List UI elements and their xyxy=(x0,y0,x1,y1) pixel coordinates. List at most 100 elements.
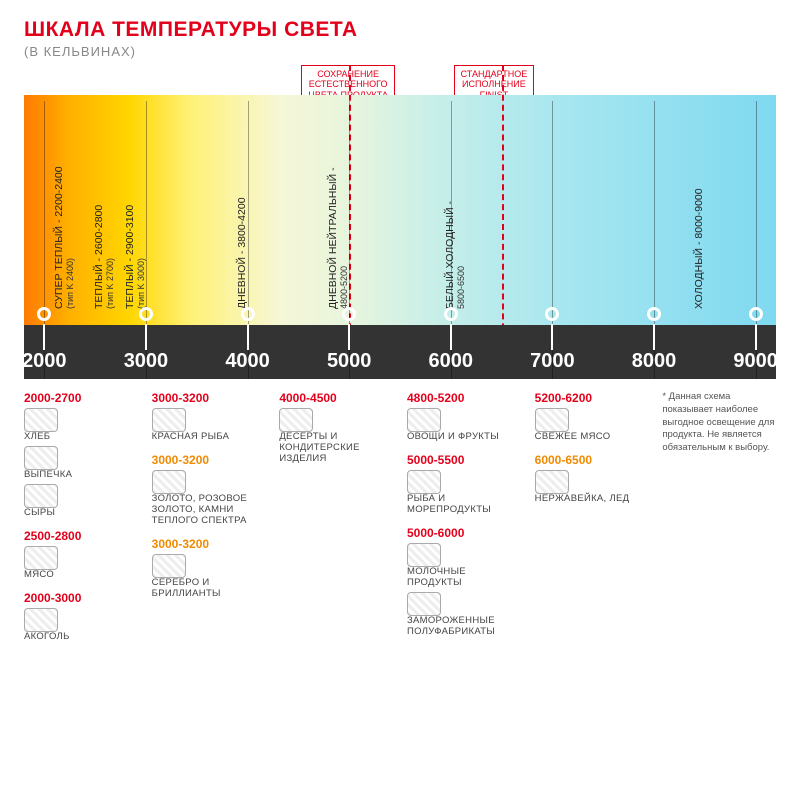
temp-range: 4800-5200 xyxy=(407,391,521,405)
products-column: 4800-5200 ОВОЩИ И ФРУКТЫ 5000-5500 РЫБА И М… xyxy=(407,391,521,643)
product-label: ЗОЛОТО, РОЗОВОЕ ЗОЛОТО, КАМНИ ТЕПЛОГО СП… xyxy=(152,494,266,527)
product-label: АКОГОЛЬ xyxy=(24,632,138,643)
page-title: ШКАЛА ТЕМПЕРАТУРЫ СВЕТА xyxy=(24,18,776,42)
product-label: МЯСО xyxy=(24,570,138,581)
product-icon xyxy=(535,470,569,494)
product-icon xyxy=(279,408,313,432)
product-item: ВЫПЕЧКА xyxy=(24,446,138,481)
product-group: 5200-6200 СВЕЖЕЕ МЯСО xyxy=(535,391,649,443)
products-column: 2000-2700 ХЛЕБ ВЫПЕЧКА СЫРЫ 2500-2800 МЯСО 200… xyxy=(24,391,138,643)
products-column: 4000-4500 ДЕСЕРТЫ И КОНДИТЕРСКИЕ ИЗДЕЛИЯ xyxy=(279,391,393,643)
tick-marker-icon xyxy=(545,307,559,321)
product-label: СЕРЕБРО И БРИЛЛИАНТЫ xyxy=(152,578,266,600)
product-item: ДЕСЕРТЫ И КОНДИТЕРСКИЕ ИЗДЕЛИЯ xyxy=(279,408,393,465)
product-item: СВЕЖЕЕ МЯСО xyxy=(535,408,649,443)
product-label: СЫРЫ xyxy=(24,508,138,519)
temp-range: 2500-2800 xyxy=(24,529,138,543)
page-subtitle: (В КЕЛЬВИНАХ) xyxy=(24,44,776,59)
tick-marker-icon xyxy=(647,307,661,321)
product-label: НЕРЖАВЕЙКА, ЛЕД xyxy=(535,494,649,505)
tick-label: 4000 xyxy=(225,350,270,373)
spectrum-label: ТЕПЛЫЙ - 2900-3100(тип K 3000) xyxy=(124,205,146,309)
temp-range: 5200-6200 xyxy=(535,391,649,405)
temp-range: 2000-2700 xyxy=(24,391,138,405)
product-group: 6000-6500 НЕРЖАВЕЙКА, ЛЕД xyxy=(535,453,649,505)
spectrum-label: ДНЕВНОЙ НЕЙТРАЛЬНЫЙ -4800-5200 xyxy=(327,167,349,309)
tick-label: 6000 xyxy=(429,350,474,373)
tick-label: 8000 xyxy=(632,350,677,373)
temp-range: 2000-3000 xyxy=(24,591,138,605)
product-group: 5000-5500 РЫБА И МОРЕПРОДУКТЫ xyxy=(407,453,521,516)
products-grid: 2000-2700 ХЛЕБ ВЫПЕЧКА СЫРЫ 2500-2800 МЯСО 200… xyxy=(24,391,776,643)
product-label: КРАСНАЯ РЫБА xyxy=(152,432,266,443)
product-icon xyxy=(407,470,441,494)
product-item: СЫРЫ xyxy=(24,484,138,519)
product-item: НЕРЖАВЕЙКА, ЛЕД xyxy=(535,470,649,505)
product-label: ХЛЕБ xyxy=(24,432,138,443)
product-icon xyxy=(535,408,569,432)
spectrum-label: ТЕПЛЫЙ - 2600-2800(тип K 2700) xyxy=(93,205,115,309)
products-column: * Данная схема показывает наиболее выгод… xyxy=(662,391,776,643)
product-icon xyxy=(24,546,58,570)
footnote-text: * Данная схема показывает наиболее выгод… xyxy=(662,391,776,455)
tick-label: 9000 xyxy=(733,350,778,373)
product-group: 2500-2800 МЯСО xyxy=(24,529,138,581)
tick-marker-icon xyxy=(241,307,255,321)
product-icon xyxy=(24,608,58,632)
product-group: 3000-3200 КРАСНАЯ РЫБА xyxy=(152,391,266,443)
product-group: 3000-3200 СЕРЕБРО И БРИЛЛИАНТЫ xyxy=(152,537,266,600)
products-column: 3000-3200 КРАСНАЯ РЫБА 3000-3200 ЗОЛОТО, РО… xyxy=(152,391,266,643)
spectrum-label: БЕЛЫЙ ХОЛОДНЫЙ -5800-6500 xyxy=(444,201,466,309)
product-item: КРАСНАЯ РЫБА xyxy=(152,408,266,443)
product-group: 3000-3200 ЗОЛОТО, РОЗОВОЕ ЗОЛОТО, КАМНИ Т… xyxy=(152,453,266,527)
product-label: ОВОЩИ И ФРУКТЫ xyxy=(407,432,521,443)
temp-range: 5000-5500 xyxy=(407,453,521,467)
product-group: 5000-6000 МОЛОЧНЫЕ ПРОДУКТЫ ЗАМОРОЖЕННЫЕ П… xyxy=(407,526,521,638)
product-icon xyxy=(152,554,186,578)
product-item: ОВОЩИ И ФРУКТЫ xyxy=(407,408,521,443)
product-group: 4000-4500 ДЕСЕРТЫ И КОНДИТЕРСКИЕ ИЗДЕЛИЯ xyxy=(279,391,393,465)
product-icon xyxy=(407,592,441,616)
tick-marker-icon xyxy=(444,307,458,321)
product-label: ЗАМОРОЖЕННЫЕ ПОЛУФАБРИКАТЫ xyxy=(407,616,521,638)
temp-range: 6000-6500 xyxy=(535,453,649,467)
product-item: МЯСО xyxy=(24,546,138,581)
product-item: ЗАМОРОЖЕННЫЕ ПОЛУФАБРИКАТЫ xyxy=(407,592,521,638)
tick-marker-icon xyxy=(139,307,153,321)
spectrum-label: ХОЛОДНЫЙ - 8000-9000 xyxy=(693,188,705,309)
product-item: АКОГОЛЬ xyxy=(24,608,138,643)
tick-label: 5000 xyxy=(327,350,372,373)
product-icon xyxy=(24,484,58,508)
tick-marker-icon xyxy=(342,307,356,321)
product-label: ВЫПЕЧКА xyxy=(24,470,138,481)
product-group: 2000-3000 АКОГОЛЬ xyxy=(24,591,138,643)
product-item: МОЛОЧНЫЕ ПРОДУКТЫ xyxy=(407,543,521,589)
tick-label: 2000 xyxy=(22,350,67,373)
product-label: ДЕСЕРТЫ И КОНДИТЕРСКИЕ ИЗДЕЛИЯ xyxy=(279,432,393,465)
product-icon xyxy=(24,446,58,470)
product-label: МОЛОЧНЫЕ ПРОДУКТЫ xyxy=(407,567,521,589)
product-icon xyxy=(24,408,58,432)
product-item: ЗОЛОТО, РОЗОВОЕ ЗОЛОТО, КАМНИ ТЕПЛОГО СП… xyxy=(152,470,266,527)
kelvin-axis: 20003000400050006000700080009000 xyxy=(24,325,776,379)
temp-range: 3000-3200 xyxy=(152,537,266,551)
product-icon xyxy=(407,408,441,432)
temp-range: 5000-6000 xyxy=(407,526,521,540)
temp-range: 3000-3200 xyxy=(152,391,266,405)
color-spectrum: СУПЕР ТЕПЛЫЙ - 2200-2400(тип K 2400)ТЕПЛ… xyxy=(24,95,776,325)
spectrum-label: ДНЕВНОЙ - 3800-4200 xyxy=(236,197,248,309)
product-group: 4800-5200 ОВОЩИ И ФРУКТЫ xyxy=(407,391,521,443)
temp-range: 3000-3200 xyxy=(152,453,266,467)
product-icon xyxy=(152,408,186,432)
product-item: СЕРЕБРО И БРИЛЛИАНТЫ xyxy=(152,554,266,600)
temp-range: 4000-4500 xyxy=(279,391,393,405)
tick-marker-icon xyxy=(37,307,51,321)
product-icon xyxy=(152,470,186,494)
product-label: СВЕЖЕЕ МЯСО xyxy=(535,432,649,443)
product-item: ХЛЕБ xyxy=(24,408,138,443)
products-column: 5200-6200 СВЕЖЕЕ МЯСО 6000-6500 НЕРЖАВЕЙКА,… xyxy=(535,391,649,643)
product-item: РЫБА И МОРЕПРОДУКТЫ xyxy=(407,470,521,516)
product-label: РЫБА И МОРЕПРОДУКТЫ xyxy=(407,494,521,516)
tick-marker-icon xyxy=(749,307,763,321)
tick-label: 3000 xyxy=(124,350,169,373)
